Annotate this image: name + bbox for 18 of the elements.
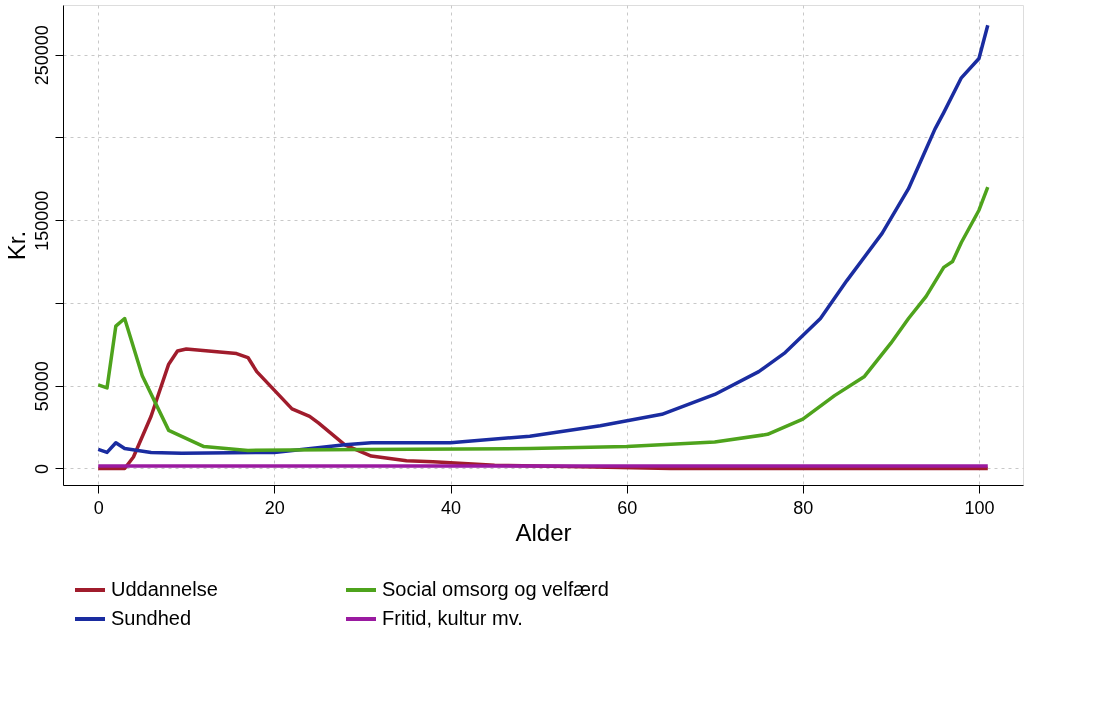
y-axis-title: Kr. bbox=[2, 230, 30, 261]
x-tick-label: 60 bbox=[617, 497, 638, 518]
x-tick-label: 80 bbox=[793, 497, 814, 518]
x-tick-label: 100 bbox=[964, 497, 995, 518]
line-series bbox=[96, 185, 990, 453]
line-series bbox=[96, 23, 990, 455]
y-tick-label: 150000 bbox=[31, 190, 52, 251]
y-tick-label: 0 bbox=[31, 463, 52, 474]
y-tick-label: 250000 bbox=[31, 25, 52, 86]
x-tick-label: 0 bbox=[93, 497, 104, 518]
x-tick-label: 20 bbox=[264, 497, 285, 518]
legend-label: Fritid, kultur mv. bbox=[382, 607, 523, 629]
legend-label: Uddannelse bbox=[111, 578, 218, 600]
legend-label: Sundhed bbox=[111, 607, 192, 629]
x-axis-title: Alder bbox=[515, 518, 572, 546]
legend-label: Social omsorg og velfærd bbox=[382, 578, 609, 600]
x-tick-label: 40 bbox=[441, 497, 462, 518]
y-tick-label: 50000 bbox=[31, 361, 52, 412]
